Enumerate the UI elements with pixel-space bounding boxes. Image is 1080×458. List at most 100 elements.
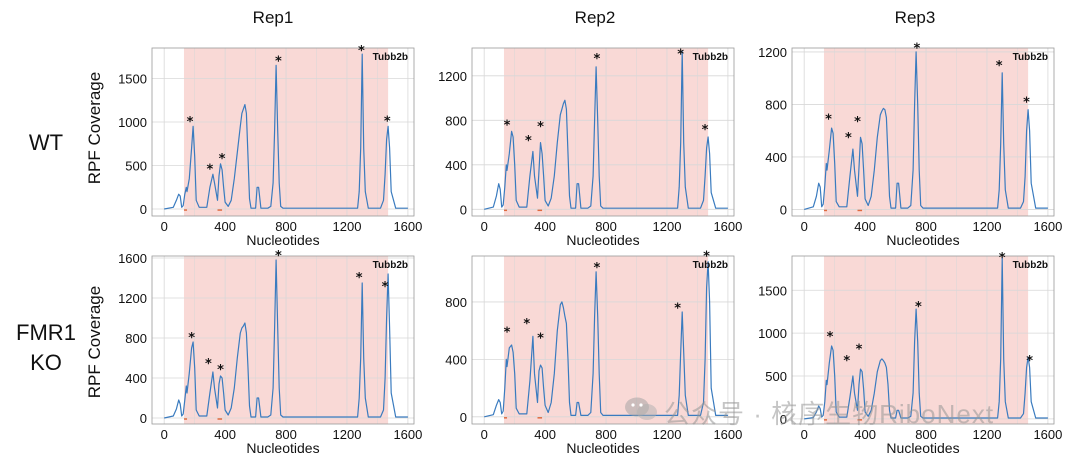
x-tick-label: 1600: [1033, 427, 1062, 442]
y-tick-label: 400: [125, 371, 147, 386]
y-tick-label: 1000: [758, 326, 787, 341]
gene-label: Tubb2b: [1013, 52, 1048, 63]
gene-label: Tubb2b: [373, 52, 408, 63]
y-tick-label: 1500: [758, 283, 787, 298]
peak-star: *: [856, 343, 863, 358]
y-tick-label: 800: [445, 295, 467, 310]
x-tick-label: 400: [214, 427, 236, 442]
x-tick-label: 400: [534, 219, 556, 234]
y-axis-label-wt: RPF Coverage: [85, 71, 104, 185]
coverage-line: [484, 50, 728, 210]
plot-frame: [471, 255, 735, 425]
plot-frame: [791, 255, 1055, 425]
gene-label: Tubb2b: [693, 52, 728, 63]
plot-frame: [151, 255, 415, 425]
x-tick-label: 400: [534, 427, 556, 442]
peak-star: *: [525, 134, 532, 149]
x-tick-label: 800: [275, 427, 297, 442]
x-tick-label: 0: [801, 427, 808, 442]
plot-frame: [151, 47, 415, 217]
peak-star: *: [845, 131, 852, 146]
y-tick-label: 0: [780, 412, 787, 427]
x-tick-label: 1600: [713, 219, 742, 234]
x-tick-label: 0: [481, 427, 488, 442]
x-tick-label: 1200: [653, 219, 682, 234]
peak-star: *: [1026, 354, 1033, 369]
peak-star: *: [914, 42, 921, 57]
plot-frame: [471, 47, 735, 217]
peak-star: *: [188, 331, 195, 346]
y-tick-label: 500: [125, 159, 147, 174]
x-tick-label: 1200: [973, 427, 1002, 442]
y-tick-label: 800: [125, 331, 147, 346]
peak-star: *: [187, 115, 194, 130]
y-tick-label: 0: [460, 410, 467, 425]
y-tick-label: 800: [765, 97, 787, 112]
x-tick-label: 1200: [653, 427, 682, 442]
y-tick-label: 0: [140, 411, 147, 426]
y-tick-label: 800: [445, 113, 467, 128]
x-tick-label: 800: [595, 427, 617, 442]
x-axis-label: Nucleotides: [246, 232, 319, 248]
peak-star: *: [537, 120, 544, 135]
x-axis-label: Nucleotides: [566, 232, 639, 248]
x-tick-label: 0: [161, 427, 168, 442]
x-axis-label: Nucleotides: [886, 440, 959, 456]
x-axis-label: Nucleotides: [566, 440, 639, 456]
x-tick-label: 1600: [713, 427, 742, 442]
y-tick-label: 400: [445, 352, 467, 367]
y-tick-label: 500: [765, 369, 787, 384]
row-label-wt: WT: [6, 128, 86, 158]
coverage-line: [804, 51, 1048, 210]
peak-star: *: [219, 152, 226, 167]
x-tick-label: 0: [161, 219, 168, 234]
peak-star: *: [827, 330, 834, 345]
coverage-line: [484, 261, 728, 418]
peak-star: *: [358, 44, 365, 59]
y-tick-label: 1200: [118, 291, 147, 306]
x-tick-label: 0: [801, 219, 808, 234]
peak-star: *: [275, 249, 282, 264]
x-tick-label: 1600: [393, 427, 422, 442]
y-tick-label: 400: [765, 150, 787, 165]
gene-label: Tubb2b: [693, 260, 728, 271]
peak-star: *: [915, 300, 922, 315]
y-tick-label: 1000: [118, 115, 147, 130]
peak-star: *: [382, 280, 389, 295]
y-tick-label: 1200: [438, 69, 467, 84]
gene-label: Tubb2b: [373, 260, 408, 271]
x-tick-label: 800: [275, 219, 297, 234]
peak-star: *: [523, 317, 530, 332]
peak-star: *: [703, 250, 710, 265]
y-axis-label-ko: RPF Coverage: [85, 285, 104, 399]
plot-frame: [791, 47, 1055, 217]
chart-panel-wt-rep2: * * * * * * Tubb2b 0 400 800 1200 1600 0 400 800 1200 Nu…: [438, 47, 742, 248]
coverage-line: [804, 257, 1048, 420]
x-tick-label: 1200: [333, 219, 362, 234]
x-tick-label: 400: [214, 219, 236, 234]
peak-star: *: [854, 115, 861, 130]
x-tick-label: 1600: [1033, 219, 1062, 234]
x-tick-label: 0: [481, 219, 488, 234]
y-tick-label: 1200: [758, 45, 787, 60]
row-label-ko-line1: FMR1: [16, 320, 76, 345]
y-tick-label: 1600: [118, 251, 147, 266]
column-title-rep1: Rep1: [252, 8, 294, 27]
watermark: 公众号 · 核序生物RiboNext: [664, 399, 995, 429]
peak-star: *: [356, 271, 363, 286]
column-title-rep3: Rep3: [894, 8, 936, 27]
peak-star: *: [537, 331, 544, 346]
row-label-wt-line1: WT: [28, 130, 64, 155]
x-axis-label: Nucleotides: [246, 440, 319, 456]
x-tick-label: 800: [595, 219, 617, 234]
peak-star: *: [594, 52, 601, 67]
y-tick-label: 0: [460, 202, 467, 217]
peak-star: *: [677, 47, 684, 62]
peak-star: *: [206, 162, 213, 177]
peak-star: *: [384, 114, 391, 129]
chart-panel-ko-rep3: * * * * * * Tubb2b 0 400 800 1200 1600 0 500 1000 1500 N…: [758, 251, 1062, 456]
peak-star: *: [996, 59, 1003, 74]
peak-star: *: [1023, 96, 1030, 111]
